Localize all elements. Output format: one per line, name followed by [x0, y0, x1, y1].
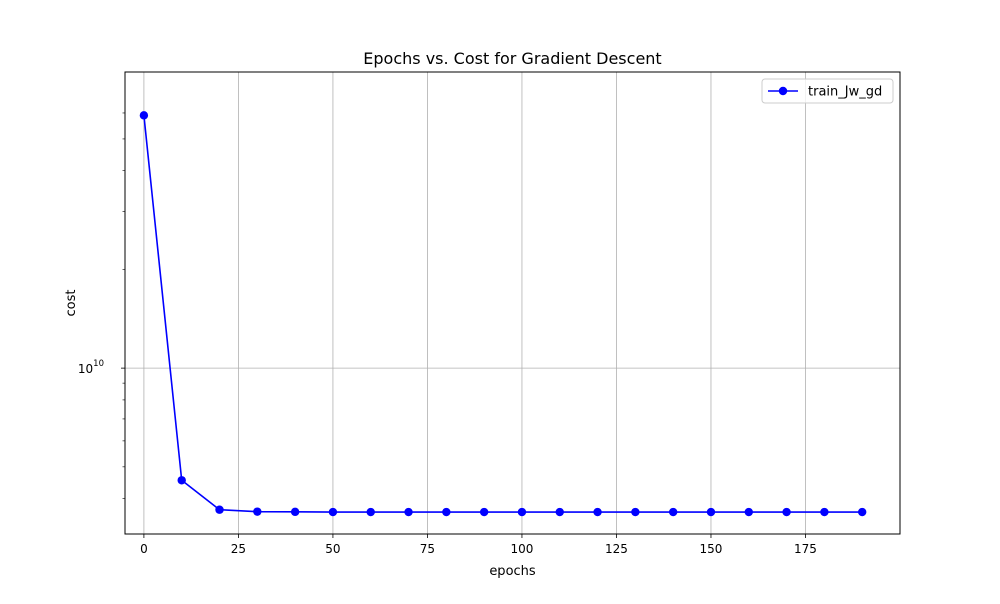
x-tick-label: 25	[231, 542, 246, 556]
y-axis-label: cost	[64, 290, 79, 317]
chart-title: Epochs vs. Cost for Gradient Descent	[363, 49, 661, 68]
y-axis: 1010	[78, 112, 125, 499]
data-point	[517, 507, 527, 517]
legend-label-train-jw-gd: train_Jw_gd	[808, 85, 882, 100]
legend-marker-sample	[778, 86, 788, 96]
x-axis: 0 25 50 75 100 125 150 175	[140, 534, 817, 556]
x-tick-label: 100	[510, 542, 533, 556]
data-point	[820, 507, 829, 517]
legend-frame	[761, 78, 894, 104]
data-point	[290, 507, 300, 517]
data-point	[857, 507, 867, 517]
data-point	[366, 507, 375, 517]
data-point	[177, 476, 186, 485]
x-tick-label: 75	[420, 542, 435, 556]
series-line-train-jw-gd	[143, 115, 863, 513]
x-tick-label: 50	[325, 542, 340, 556]
y-tick-label: 1010	[78, 359, 104, 376]
data-point	[139, 111, 149, 120]
series-layer	[139, 111, 867, 517]
x-tick-label: 175	[794, 542, 817, 556]
x-tick-label: 125	[605, 542, 628, 556]
data-point	[631, 507, 640, 517]
data-point	[555, 507, 564, 517]
data-point	[706, 507, 716, 517]
plot-area-background	[125, 72, 900, 534]
plot-area-frame	[124, 71, 901, 535]
data-point	[782, 507, 791, 517]
legend: train_Jw_gd	[761, 78, 894, 104]
data-point	[215, 505, 224, 514]
data-point	[668, 507, 678, 517]
x-tick-label: 0	[140, 542, 148, 556]
grid	[125, 72, 900, 534]
data-point	[442, 507, 451, 517]
data-point	[479, 507, 489, 517]
data-point	[404, 507, 413, 517]
data-point	[328, 507, 338, 517]
x-tick-label: 150	[700, 542, 723, 556]
x-axis-label: epochs	[489, 564, 536, 579]
data-point	[593, 507, 602, 517]
data-point	[253, 507, 262, 516]
data-point	[744, 507, 753, 517]
